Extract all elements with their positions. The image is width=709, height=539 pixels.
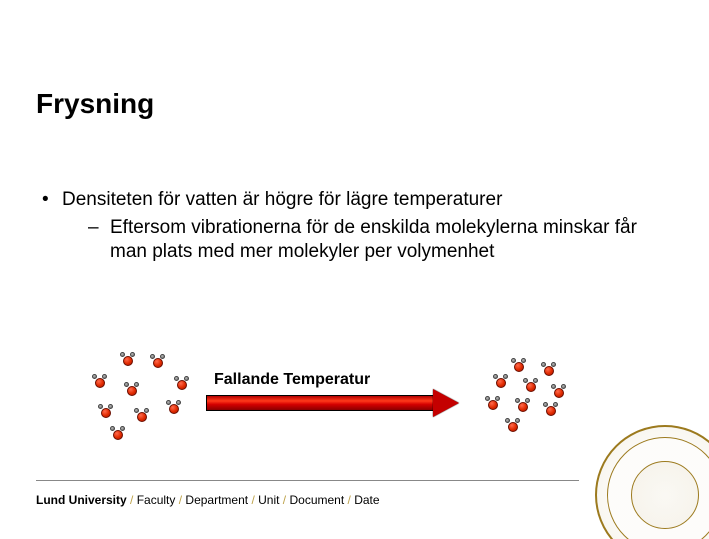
molecule-icon [150, 354, 166, 368]
footer-part: Document [289, 493, 344, 507]
temperature-diagram: Fallande Temperatur [88, 352, 608, 444]
footer-sep-icon: / [127, 493, 137, 507]
arrow-group: Fallande Temperatur [206, 371, 468, 415]
molecule-icon [98, 404, 114, 418]
molecule-cluster-tight [471, 356, 581, 444]
footer-sep-icon: / [175, 493, 185, 507]
arrow-body [206, 395, 434, 411]
footer-divider [36, 480, 579, 481]
molecule-icon [523, 378, 539, 392]
molecule-icon [505, 418, 521, 432]
molecule-icon [543, 402, 559, 416]
bullet-lvl1: Densiteten för vatten är högre för lägre… [42, 188, 639, 263]
footer-sep-icon: / [279, 493, 289, 507]
footer-university: Lund University [36, 493, 127, 507]
molecule-icon [120, 352, 136, 366]
bullet-lvl2-text: Eftersom vibrationerna för de enskilda m… [110, 217, 637, 262]
molecule-icon [92, 374, 108, 388]
bullet-list: Densiteten för vatten är högre för lägre… [42, 188, 639, 269]
molecule-icon [551, 384, 567, 398]
molecule-icon [511, 358, 527, 372]
molecule-icon [493, 374, 509, 388]
molecule-icon [110, 426, 126, 440]
molecule-icon [515, 398, 531, 412]
footer-breadcrumb: Lund University / Faculty / Department /… [36, 493, 380, 507]
molecule-icon [174, 376, 190, 390]
molecule-icon [124, 382, 140, 396]
molecule-icon [485, 396, 501, 410]
footer-part: Date [354, 493, 379, 507]
arrow-icon [206, 391, 460, 415]
footer-sep-icon: / [248, 493, 258, 507]
slide: Frysning Densiteten för vatten är högre … [0, 0, 709, 539]
footer-sep-icon: / [344, 493, 354, 507]
molecule-icon [541, 362, 557, 376]
footer-part: Unit [258, 493, 279, 507]
molecule-icon [166, 400, 182, 414]
arrow-label: Fallande Temperatur [206, 371, 468, 389]
slide-title: Frysning [36, 88, 154, 120]
molecule-cluster-loose [88, 352, 208, 444]
footer-part: Department [185, 493, 248, 507]
molecule-icon [134, 408, 150, 422]
arrow-head-icon [433, 389, 459, 417]
university-seal-icon [595, 425, 709, 539]
bullet-lvl2: Eftersom vibrationerna för de enskilda m… [88, 216, 639, 264]
footer-part: Faculty [137, 493, 176, 507]
bullet-lvl1-text: Densiteten för vatten är högre för lägre… [62, 189, 502, 210]
